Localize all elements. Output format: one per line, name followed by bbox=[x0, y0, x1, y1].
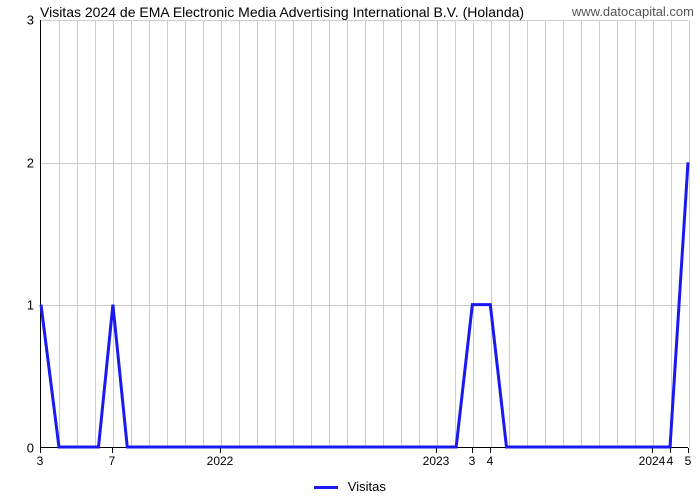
series-line bbox=[41, 162, 688, 447]
xtick-label: 4 bbox=[667, 454, 674, 468]
chart-title: Visitas 2024 de EMA Electronic Media Adv… bbox=[40, 4, 524, 20]
xtick-label: 4 bbox=[487, 454, 494, 468]
xtick-label: 5 bbox=[685, 454, 692, 468]
chart-container: Visitas 2024 de EMA Electronic Media Adv… bbox=[0, 0, 700, 500]
xtick-mark bbox=[436, 448, 437, 453]
legend-label: Visitas bbox=[348, 479, 386, 494]
xtick-mark bbox=[670, 448, 671, 453]
legend: Visitas bbox=[0, 479, 700, 494]
xtick-mark bbox=[112, 448, 113, 453]
x-axis: 372022202334202445 bbox=[40, 448, 688, 478]
y-axis: 0123 bbox=[0, 20, 40, 448]
line-plot-svg bbox=[41, 20, 688, 447]
watermark: www.datocapital.com bbox=[572, 4, 694, 19]
xtick-mark bbox=[688, 448, 689, 453]
ytick-label: 3 bbox=[4, 13, 34, 28]
xtick-mark bbox=[652, 448, 653, 453]
xtick-label: 7 bbox=[109, 454, 116, 468]
xtick-label: 2023 bbox=[423, 454, 450, 468]
ytick-label: 1 bbox=[4, 298, 34, 313]
xtick-mark bbox=[472, 448, 473, 453]
plot-area bbox=[40, 20, 688, 448]
xtick-label: 2024 bbox=[639, 454, 666, 468]
ytick-label: 2 bbox=[4, 155, 34, 170]
xtick-label: 3 bbox=[469, 454, 476, 468]
xtick-mark bbox=[490, 448, 491, 453]
ytick-label: 0 bbox=[4, 441, 34, 456]
legend-swatch bbox=[314, 486, 338, 489]
xtick-label: 2022 bbox=[207, 454, 234, 468]
xtick-mark bbox=[40, 448, 41, 453]
xtick-label: 3 bbox=[37, 454, 44, 468]
xtick-mark bbox=[220, 448, 221, 453]
gridline-v bbox=[689, 20, 690, 447]
